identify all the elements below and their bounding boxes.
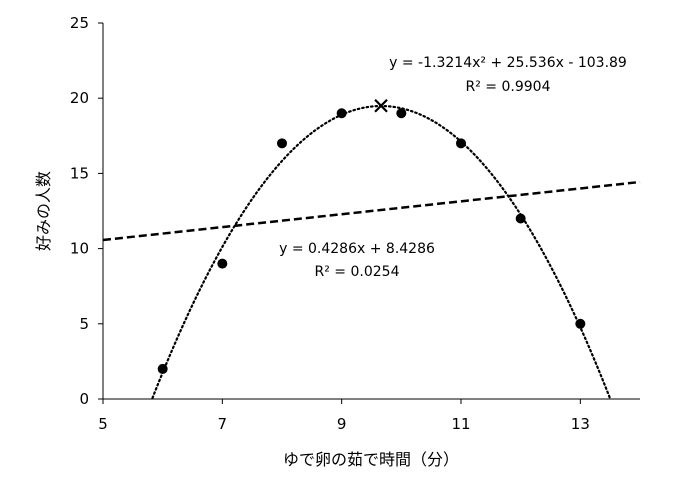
linear-trendline (102, 180, 641, 242)
data-point (277, 138, 287, 149)
x-tick-label: 13 (571, 415, 590, 433)
data-point (575, 318, 586, 329)
y-tick-label: 0 (79, 390, 89, 408)
linear-equation-label: y = 0.4286x + 8.4286 (279, 241, 435, 257)
y-tick-label: 25 (70, 14, 89, 32)
data-point (396, 108, 407, 119)
data-point (217, 258, 228, 269)
x-ticks: 5 7 9 11 13 (98, 399, 590, 433)
data-point (157, 363, 168, 374)
peak-marker (374, 98, 388, 113)
y-ticks: 0 5 10 15 20 25 (70, 14, 103, 408)
y-tick-label: 20 (70, 89, 89, 107)
x-tick-label: 11 (451, 415, 470, 433)
data-point (456, 138, 466, 149)
peak-marker-stroke (374, 98, 388, 113)
x-axis-title: ゆで卵の茹で時間（分） (283, 450, 459, 469)
linear-r-squared-label: R² = 0.0254 (315, 264, 400, 280)
data-point (336, 108, 347, 119)
y-tick-label: 10 (70, 240, 89, 258)
data-points (157, 108, 586, 374)
data-point (515, 213, 526, 224)
polynomial-equation-label: y = -1.3214x² + 25.536x - 103.89 (389, 55, 627, 71)
y-tick-label: 5 (79, 315, 89, 333)
x-tick-label: 7 (218, 415, 228, 433)
axes (102, 23, 640, 400)
y-tick-label: 15 (70, 164, 89, 182)
x-tick-label: 9 (337, 415, 347, 433)
polynomial-r-squared-label: R² = 0.9904 (466, 79, 551, 95)
x-tick-label: 5 (98, 415, 108, 433)
y-axis-title: 好みの人数 (34, 171, 53, 251)
